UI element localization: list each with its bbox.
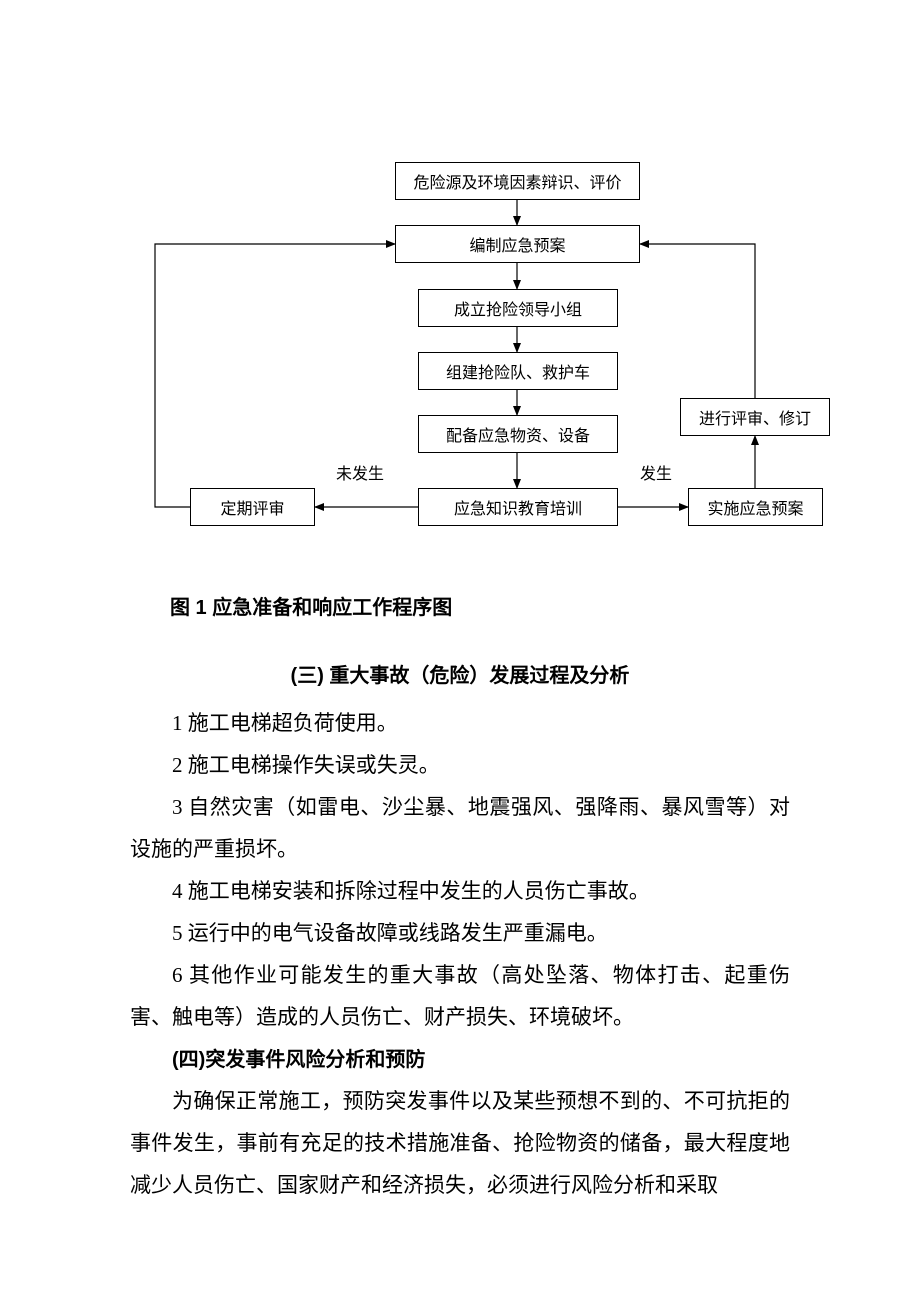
flowchart-node-n1: 危险源及环境因素辩识、评价 [395, 162, 640, 200]
flowchart-node-n2: 编制应急预案 [395, 225, 640, 263]
flowchart-node-n6: 应急知识教育培训 [418, 488, 618, 526]
section-3-item-2: 2 施工电梯操作失误或失灵。 [130, 744, 790, 786]
section-3-item-5: 5 运行中的电气设备故障或线路发生严重漏电。 [130, 912, 790, 954]
section-3-item-3: 3 自然灾害（如雷电、沙尘暴、地震强风、强降雨、暴风雪等）对设施的严重损坏。 [130, 786, 790, 870]
section-4-paragraph: 为确保正常施工，预防突发事件以及某些预想不到的、不可抗拒的事件发生，事前有充足的… [130, 1080, 790, 1206]
flowchart-node-n4: 组建抢险队、救护车 [418, 352, 618, 390]
flowchart-node-n5: 配备应急物资、设备 [418, 415, 618, 453]
edge-n9-n2 [640, 244, 755, 398]
flowchart-node-n8: 实施应急预案 [688, 488, 823, 526]
flowchart-node-n9: 进行评审、修订 [680, 398, 830, 436]
section-3-item-1: 1 施工电梯超负荷使用。 [130, 702, 790, 744]
flowchart-container: 危险源及环境因素辩识、评价编制应急预案成立抢险领导小组组建抢险队、救护车配备应急… [0, 0, 920, 560]
section-3-item-6: 6 其他作业可能发生的重大事故（高处坠落、物体打击、起重伤害、触电等）造成的人员… [130, 954, 790, 1038]
section-4-heading: (四)突发事件风险分析和预防 [130, 1040, 790, 1080]
flowchart-node-n3: 成立抢险领导小组 [418, 289, 618, 327]
section-3-heading: (三) 重大事故（危险）发展过程及分析 [130, 656, 790, 696]
document-body: 图 1 应急准备和响应工作程序图 (三) 重大事故（危险）发展过程及分析 1 施… [130, 588, 790, 1206]
figure-caption: 图 1 应急准备和响应工作程序图 [130, 588, 790, 628]
flowchart-node-n7: 定期评审 [190, 488, 315, 526]
flowchart-edges [0, 0, 920, 560]
edge-label-lbl-not: 未发生 [336, 460, 384, 484]
edge-label-lbl-yes: 发生 [640, 460, 672, 484]
section-3-item-4: 4 施工电梯安装和拆除过程中发生的人员伤亡事故。 [130, 870, 790, 912]
